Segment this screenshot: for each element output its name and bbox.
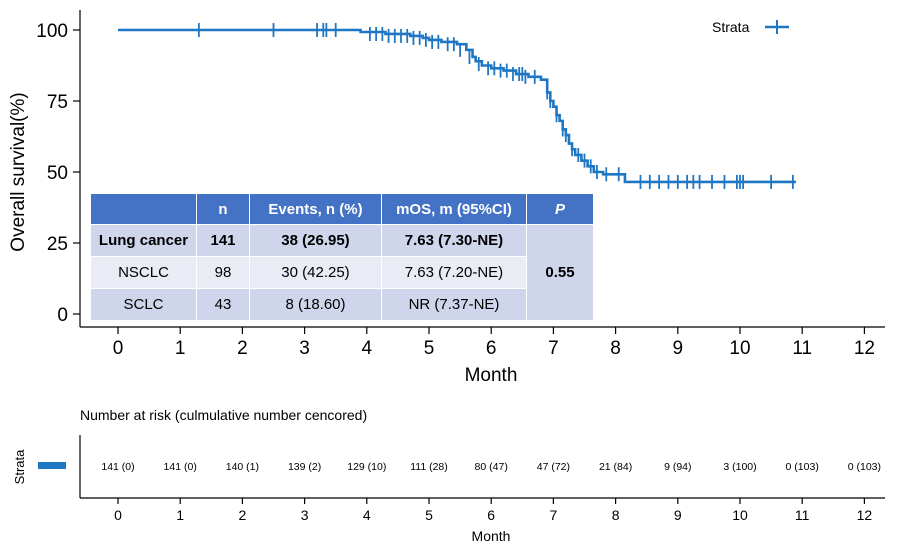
risk-x-tick-label: 3 <box>301 507 309 523</box>
risk-x-tick-label: 2 <box>239 507 247 523</box>
summary-row-lung-cancer: Lung cancer 141 38 (26.95) 7.63 (7.30-NE… <box>90 224 594 321</box>
cell-events: 8 (18.60) <box>249 288 382 321</box>
y-tick-label: 100 <box>36 21 68 42</box>
risk-axes <box>79 435 885 504</box>
risk-value: 47 (72) <box>537 461 570 473</box>
cell-n: 43 <box>196 288 250 321</box>
risk-table-title: Number at risk (culmulative number cenco… <box>80 407 367 423</box>
risk-value: 3 (100) <box>723 461 756 473</box>
risk-x-tick-label: 10 <box>732 507 748 523</box>
x-tick-label: 6 <box>486 338 497 359</box>
risk-strata-label: Strata <box>12 449 27 484</box>
summary-header-row: n Events, n (%) mOS, m (95%CI) P <box>90 193 594 225</box>
cell-mos: 7.63 (7.30-NE) <box>381 224 527 257</box>
risk-values: 141 (0) 141 (0) 140 (1) 139 (2) 129 (10) 111 … <box>101 461 881 473</box>
y-tick-label: 0 <box>57 305 68 326</box>
risk-tick-labels: 0 1 2 3 4 5 6 7 8 9 10 11 12 <box>114 507 872 523</box>
risk-x-tick-label: 7 <box>550 507 558 523</box>
cell-n: 141 <box>196 224 250 257</box>
x-tick-label: 12 <box>854 338 875 359</box>
header-cell-mos: mOS, m (95%CI) <box>381 193 527 225</box>
x-tick-label: 9 <box>673 338 684 359</box>
risk-value: 0 (103) <box>848 461 881 473</box>
header-cell-p: P <box>526 193 594 225</box>
y-tick-label: 75 <box>47 92 68 113</box>
x-tick-label: 7 <box>548 338 559 359</box>
risk-x-tick-label: 11 <box>795 507 810 523</box>
y-tick-label: 50 <box>47 163 68 184</box>
risk-x-tick-label: 12 <box>857 507 873 523</box>
cell-mos: NR (7.37-NE) <box>381 288 527 321</box>
risk-value: 141 (0) <box>101 461 134 473</box>
risk-x-tick-label: 9 <box>674 507 682 523</box>
cell-group: NSCLC <box>90 256 197 289</box>
x-axis-title: Month <box>465 365 518 386</box>
risk-x-tick-label: 4 <box>363 507 371 523</box>
x-tick-label: 10 <box>729 338 750 359</box>
risk-x-tick-label: 6 <box>487 507 495 523</box>
legend-label: Strata <box>712 19 750 35</box>
x-tick-label: 5 <box>424 338 435 359</box>
risk-value: 129 (10) <box>347 461 386 473</box>
x-tick-label: 8 <box>610 338 621 359</box>
y-axis-title: Overall survival(%) <box>8 92 29 251</box>
risk-value: 111 (28) <box>410 461 448 473</box>
x-tick-label: 11 <box>792 338 812 359</box>
risk-value: 21 (84) <box>599 461 632 473</box>
risk-value: 140 (1) <box>226 461 259 473</box>
risk-x-tick-label: 8 <box>612 507 620 523</box>
risk-x-tick-label: 5 <box>425 507 433 523</box>
main-axes <box>73 10 885 334</box>
x-tick-label: 4 <box>362 338 373 359</box>
risk-x-tick-label: 0 <box>114 507 122 523</box>
risk-strata-color-key <box>38 462 66 469</box>
km-curve-line <box>118 28 796 184</box>
x-tick-label: 1 <box>175 338 186 359</box>
cell-events: 30 (42.25) <box>249 256 382 289</box>
cell-events: 38 (26.95) <box>249 224 382 257</box>
risk-x-axis-title: Month <box>472 528 511 544</box>
x-tick-label: 0 <box>113 338 124 359</box>
risk-x-tick-label: 1 <box>176 507 184 523</box>
x-tick-label: 2 <box>237 338 248 359</box>
risk-value: 139 (2) <box>288 461 321 473</box>
censor-marks <box>197 23 794 189</box>
cell-mos: 7.63 (7.20-NE) <box>381 256 527 289</box>
y-tick-label: 25 <box>47 234 68 255</box>
cell-group: SCLC <box>90 288 197 321</box>
header-cell-empty <box>90 193 197 225</box>
cell-n: 98 <box>196 256 250 289</box>
summary-row-sclc: SCLC 43 8 (18.60) NR (7.37-NE) <box>90 288 594 321</box>
legend: Strata <box>712 19 789 35</box>
cell-p-value: 0.55 <box>526 224 594 321</box>
risk-value: 0 (103) <box>786 461 819 473</box>
summary-row-nsclc: NSCLC 98 30 (42.25) 7.63 (7.20-NE) <box>90 256 594 289</box>
x-tick-label: 3 <box>299 338 310 359</box>
km-curve-group <box>118 28 796 184</box>
summary-table: n Events, n (%) mOS, m (95%CI) P Lung ca… <box>90 193 594 321</box>
risk-value: 9 (94) <box>664 461 691 473</box>
header-cell-events: Events, n (%) <box>249 193 382 225</box>
risk-value: 141 (0) <box>164 461 197 473</box>
risk-value: 80 (47) <box>475 461 508 473</box>
header-cell-n: n <box>196 193 250 225</box>
risk-table-chart: Number at risk (culmulative number cenco… <box>12 407 885 544</box>
cell-group: Lung cancer <box>90 224 197 257</box>
